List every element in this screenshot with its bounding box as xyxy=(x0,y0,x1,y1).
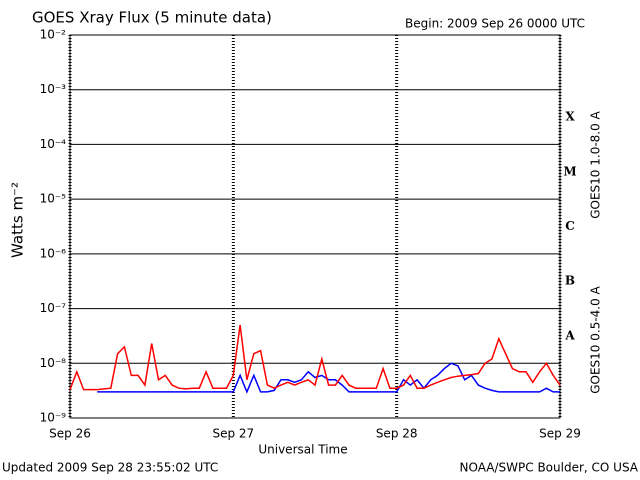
x-tick-label: Sep 26 xyxy=(49,427,91,441)
flare-class: A xyxy=(564,328,575,342)
footer-right: NOAA/SWPC Boulder, CO USA xyxy=(460,461,639,475)
series-line xyxy=(69,324,561,391)
footer-left: Updated 2009 Sep 28 23:55:02 UTC xyxy=(2,461,218,475)
x-tick-label: Sep 29 xyxy=(539,427,581,441)
chart-title: GOES Xray Flux (5 minute data) xyxy=(32,9,272,27)
y-tick-label: 10⁻⁹ xyxy=(40,411,67,425)
y-axis-label: Watts m⁻² xyxy=(9,182,27,258)
y-tick-label: 10⁻⁸ xyxy=(40,356,67,370)
flare-class: C xyxy=(565,219,575,233)
y-tick-label: 10⁻⁷ xyxy=(40,301,67,315)
y-tick-label: 10⁻⁵ xyxy=(40,192,67,206)
y-tick-label: 10⁻⁴ xyxy=(40,137,67,151)
legend-entry: GOES10 1.0-8.0 A xyxy=(589,110,603,218)
plot-frame xyxy=(69,34,561,419)
chart-subtitle: Begin: 2009 Sep 26 0000 UTC xyxy=(405,17,585,31)
x-tick-label: Sep 28 xyxy=(376,427,418,441)
y-tick-label: 10⁻³ xyxy=(40,82,67,96)
flare-class: X xyxy=(565,110,575,124)
legend-entry: GOES10 0.5-4.0 A xyxy=(589,285,603,393)
series-line xyxy=(97,362,560,394)
flare-class: M xyxy=(563,164,576,178)
y-tick-label: 10⁻² xyxy=(40,28,67,42)
flare-class: B xyxy=(565,274,575,288)
x-tick-label: Sep 27 xyxy=(212,427,254,441)
y-tick-label: 10⁻⁶ xyxy=(40,246,67,260)
x-axis-label: Universal Time xyxy=(258,443,347,457)
